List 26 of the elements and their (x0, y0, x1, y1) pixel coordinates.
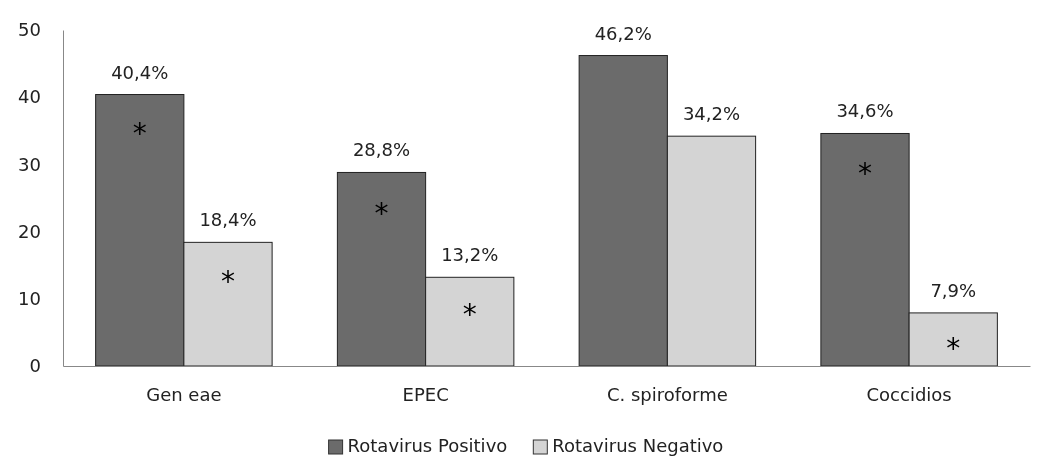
data-label: 28,8% (352, 139, 411, 161)
data-label: 13,2% (441, 244, 499, 266)
y-tick-label: 40 (18, 86, 41, 108)
x-tick-label: C. spiroforme (606, 383, 728, 405)
x-tick-label: Coccidios (866, 383, 952, 405)
data-label: 18,4% (199, 209, 257, 231)
x-tick-label: EPEC (402, 383, 449, 405)
data-label: 34,6% (836, 100, 894, 122)
y-tick-label: 10 (18, 288, 41, 310)
data-label: 46,2% (594, 22, 652, 44)
y-tick-label: 0 (29, 355, 41, 377)
data-label: 40,4% (111, 61, 169, 83)
annotation: * (132, 116, 147, 150)
annotation: * (220, 264, 235, 298)
legend-label: Rotavirus Positivo (347, 435, 508, 456)
data-label: 7,9% (930, 279, 977, 301)
annotation: * (946, 331, 961, 365)
y-tick-label: 20 (18, 220, 41, 242)
y-tick-label: 50 (18, 19, 41, 41)
annotation: * (374, 197, 389, 231)
annotation: * (858, 157, 873, 191)
y-tick-label: 30 (18, 153, 41, 175)
x-tick-label: Gen eae (146, 383, 222, 405)
data-label: 34,2% (682, 103, 741, 125)
annotation: * (462, 298, 477, 332)
legend-label: Rotavirus Negativo (552, 435, 724, 456)
